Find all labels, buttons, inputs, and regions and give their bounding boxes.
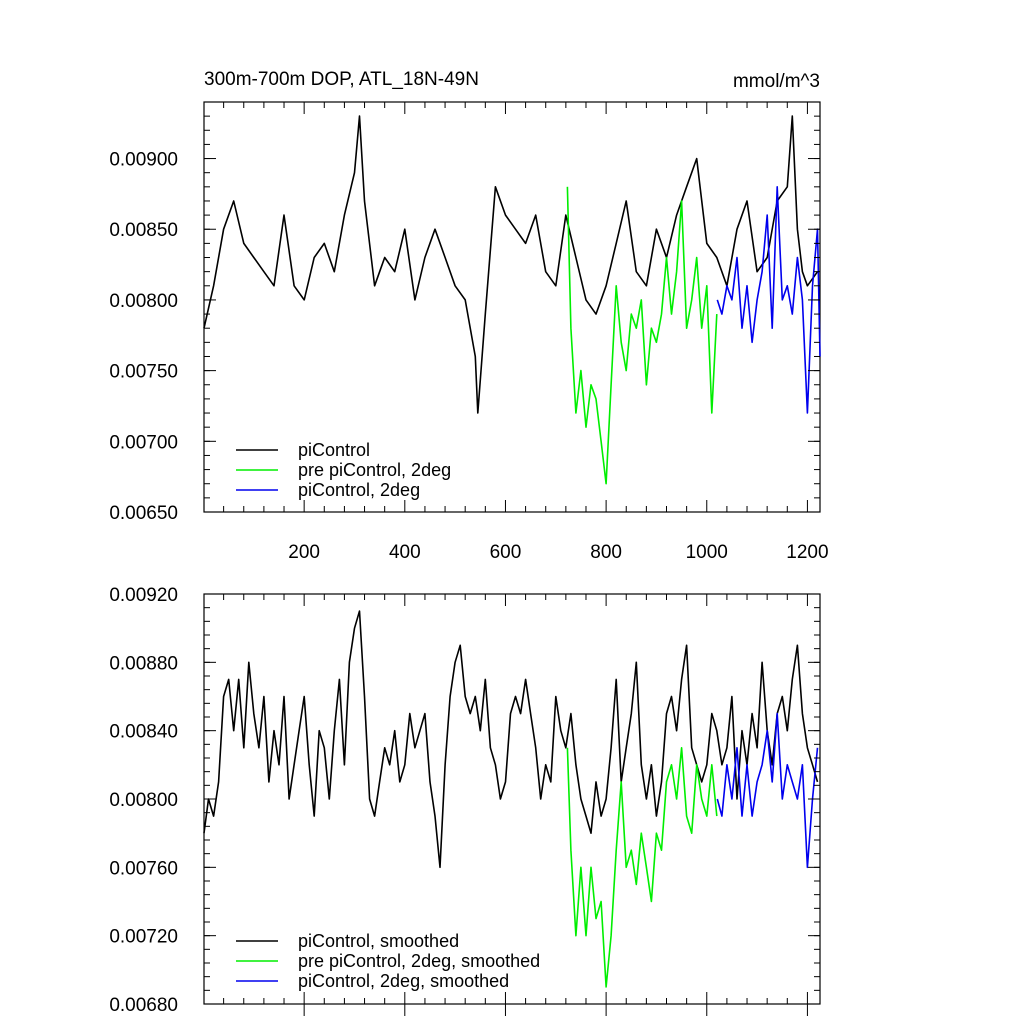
chart-units: mmol/m^3 <box>733 71 820 92</box>
series-lines <box>203 115 821 485</box>
plot-frame <box>203 593 821 1005</box>
bottom-chart-panel: 0.00680 0.00720 0.00760 0.00800 0.00840 0.008… <box>109 585 821 1016</box>
y-tick-label: 0.00680 <box>109 995 178 1016</box>
legend-label: pre piControl, 2deg, smoothed <box>298 951 540 971</box>
axis-ticks <box>204 101 820 513</box>
axis-ticks <box>204 593 820 1016</box>
x-tick-label: 1000 <box>686 542 728 563</box>
y-tick-label: 0.00750 <box>109 362 178 383</box>
legend-label: piControl <box>298 440 370 460</box>
series-line-1 <box>566 746 718 988</box>
y-tick-labels: 0.00650 0.00700 0.00750 0.00800 0.00850 0.009… <box>109 150 178 524</box>
y-tick-label: 0.00800 <box>109 790 178 811</box>
y-tick-label: 0.00850 <box>109 220 178 241</box>
legend-label: piControl, 2deg, smoothed <box>298 971 509 991</box>
legend-label: piControl, smoothed <box>298 931 459 951</box>
series-line-0 <box>203 115 819 414</box>
y-tick-label: 0.00880 <box>109 653 178 674</box>
series-line-2 <box>716 712 819 869</box>
series-lines <box>203 610 819 988</box>
top-chart-panel: 300m-700m DOP, ATL_18N-49N mmol/m^3 0.00… <box>109 69 828 563</box>
y-tick-labels: 0.00680 0.00720 0.00760 0.00800 0.00840 0.008… <box>109 585 178 1016</box>
x-tick-label: 400 <box>389 542 421 563</box>
series-line-1 <box>566 186 718 485</box>
x-tick-label: 600 <box>490 542 522 563</box>
x-tick-labels: 200 400 600 800 1000 1200 <box>288 542 828 563</box>
y-tick-label: 0.00840 <box>109 722 178 743</box>
y-tick-label: 0.00700 <box>109 432 178 453</box>
plot-frame <box>203 101 821 513</box>
y-tick-label: 0.00760 <box>109 858 178 879</box>
series-line-0 <box>203 610 819 869</box>
x-tick-label: 800 <box>590 542 622 563</box>
y-tick-label: 0.00800 <box>109 291 178 312</box>
chart-title: 300m-700m DOP, ATL_18N-49N <box>204 69 479 90</box>
y-tick-label: 0.00920 <box>109 585 178 606</box>
y-tick-label: 0.00720 <box>109 927 178 948</box>
series-line-2 <box>716 186 821 414</box>
x-tick-label: 200 <box>288 542 320 563</box>
y-tick-label: 0.00900 <box>109 150 178 171</box>
y-tick-label: 0.00650 <box>109 503 178 524</box>
x-tick-label: 1200 <box>786 542 828 563</box>
legend-label: piControl, 2deg <box>298 480 420 500</box>
legend-label: pre piControl, 2deg <box>298 460 451 480</box>
